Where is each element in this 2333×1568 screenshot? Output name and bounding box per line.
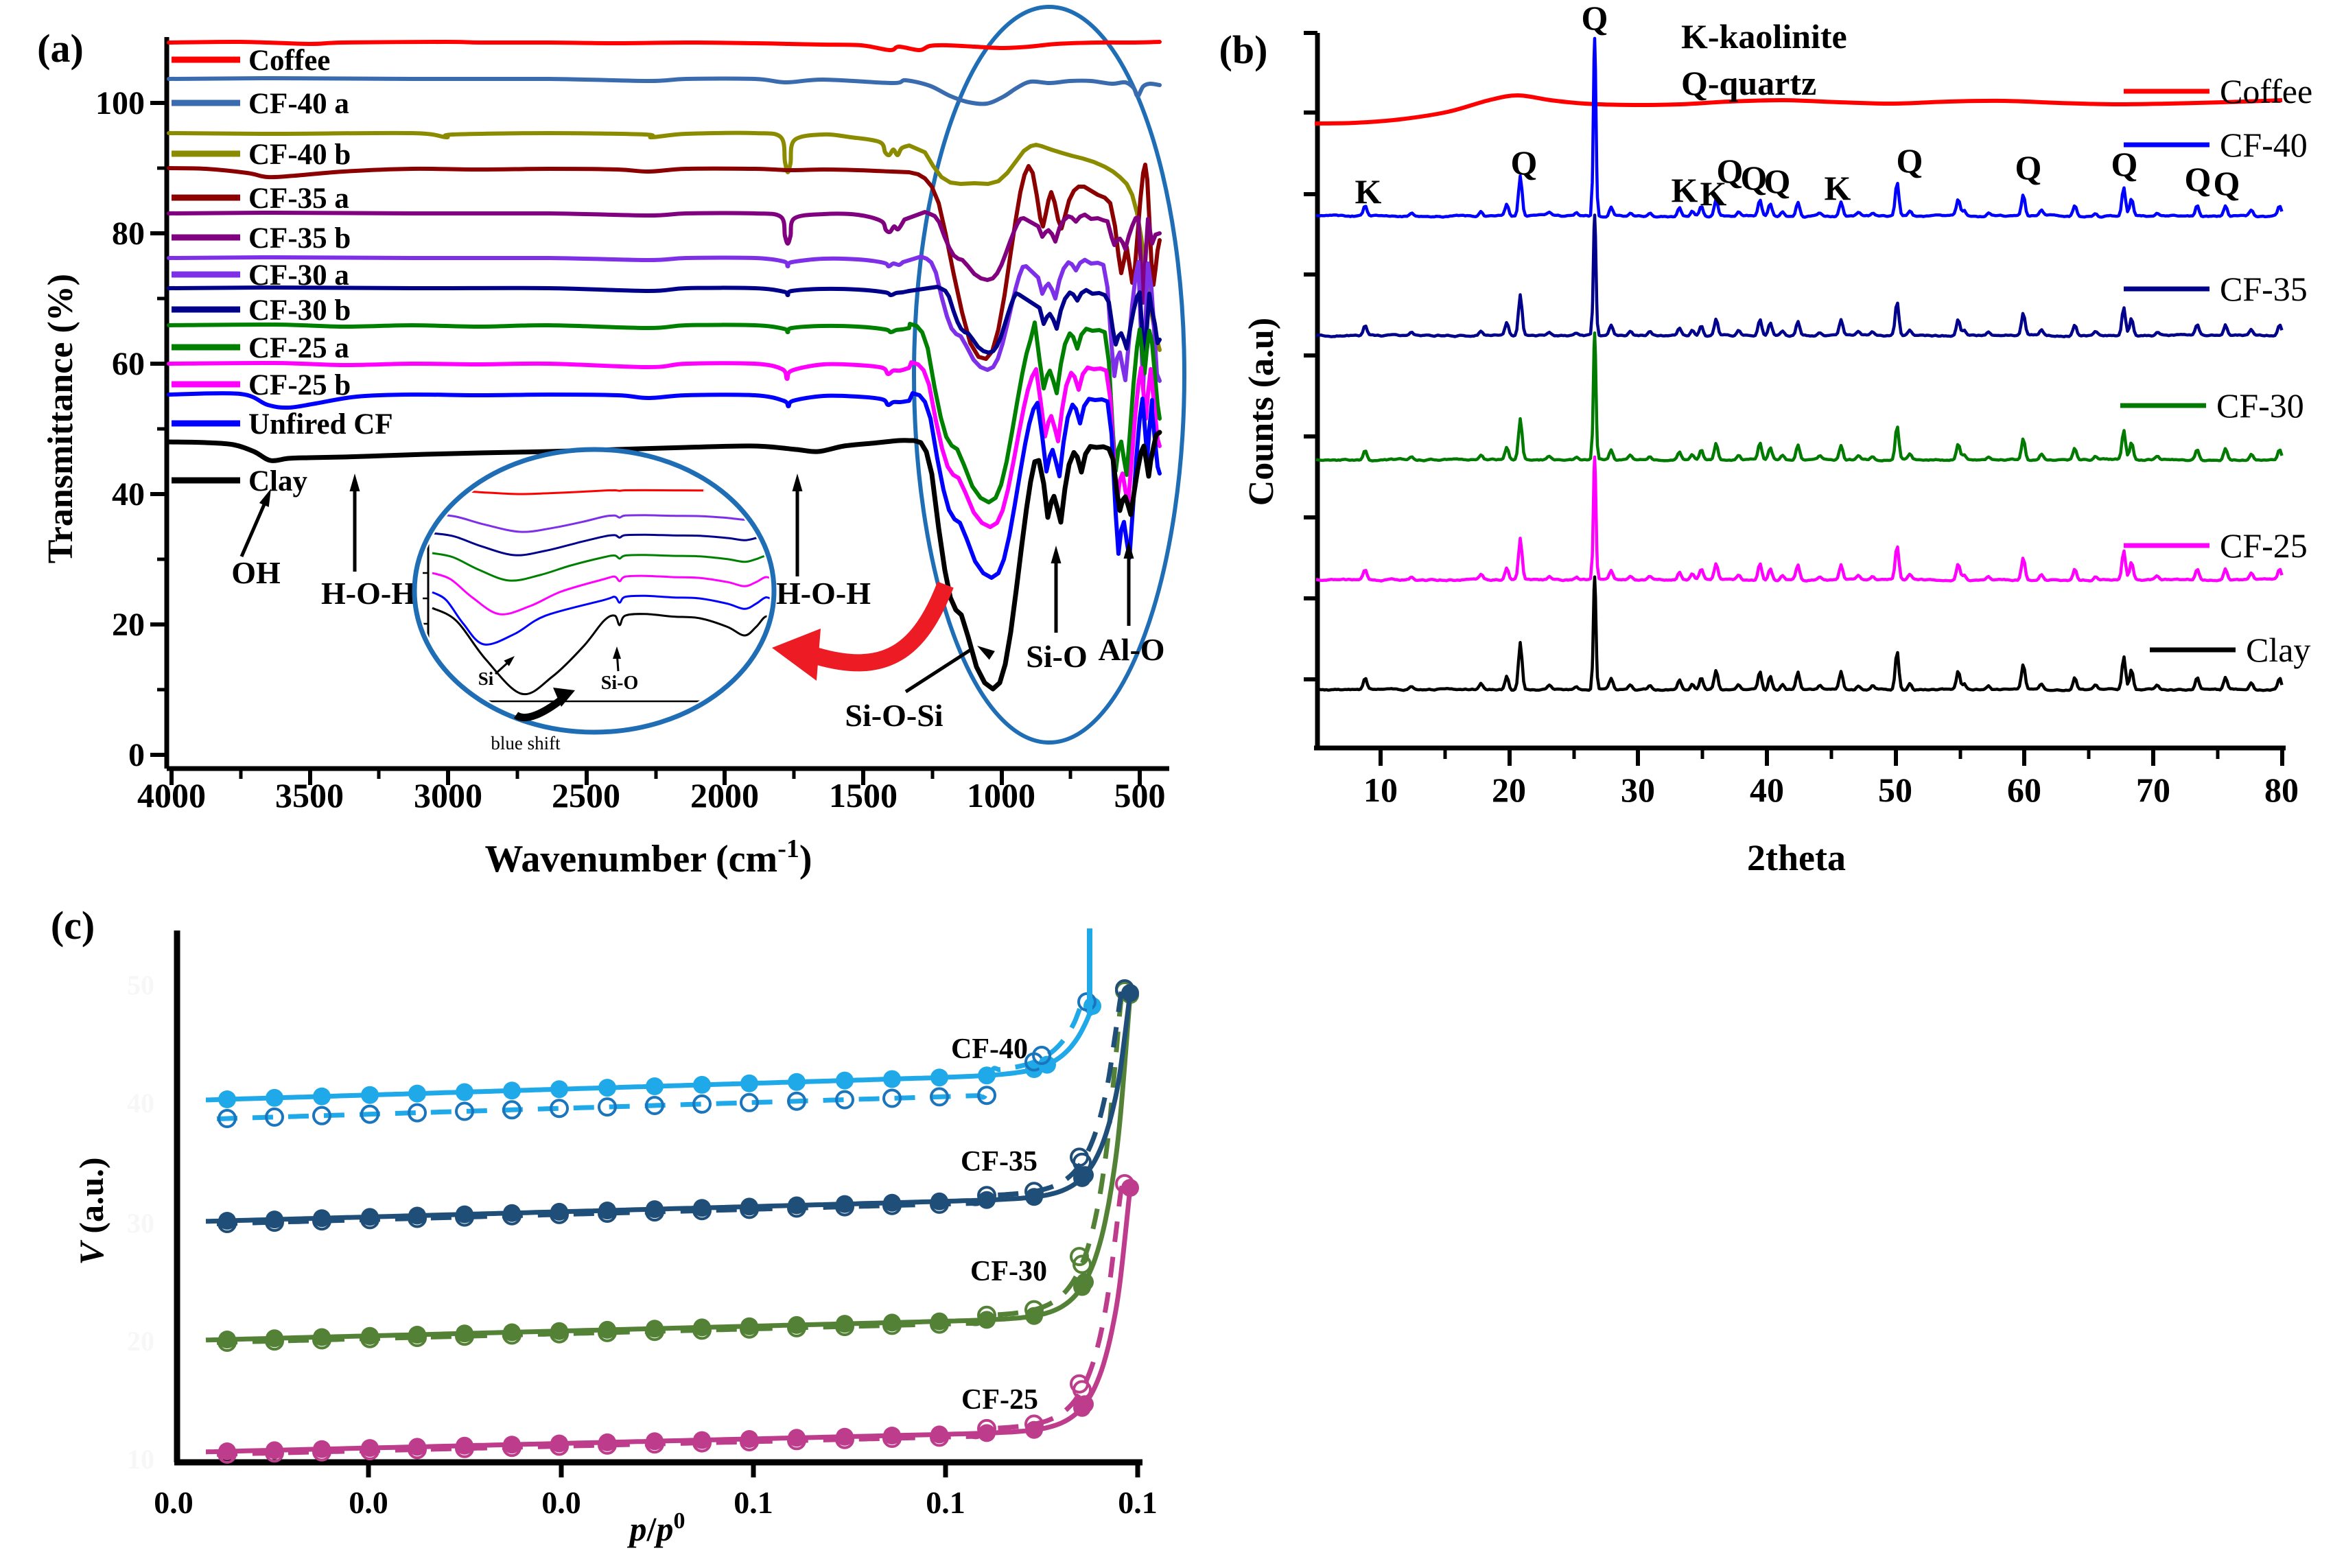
svg-text:Clay: Clay: [2246, 631, 2310, 669]
svg-text:50: 50: [127, 970, 154, 1001]
svg-text:Si-O: Si-O: [1026, 639, 1087, 674]
svg-text:500: 500: [1114, 776, 1166, 815]
svg-text:blue shift: blue shift: [491, 733, 561, 753]
svg-text:10: 10: [127, 1444, 154, 1475]
svg-text:100: 100: [95, 85, 145, 121]
svg-text:20: 20: [1492, 771, 1526, 809]
svg-text:30: 30: [1621, 771, 1655, 809]
svg-text:Q: Q: [1741, 159, 1768, 197]
svg-text:Q: Q: [2111, 145, 2138, 183]
svg-text:H-O-H: H-O-H: [321, 576, 416, 611]
svg-text:40: 40: [1750, 771, 1784, 809]
svg-text:40: 40: [112, 476, 145, 513]
svg-text:Coffee: Coffee: [248, 45, 330, 77]
svg-text:80: 80: [112, 215, 145, 252]
svg-text:CF-30: CF-30: [2216, 386, 2304, 425]
svg-text:50: 50: [1878, 771, 1912, 809]
svg-text:1000: 1000: [967, 776, 1035, 815]
svg-text:K: K: [1825, 169, 1851, 207]
svg-text:40: 40: [127, 1088, 154, 1119]
svg-text:70: 70: [2136, 771, 2170, 809]
svg-text:Q: Q: [1582, 0, 1608, 37]
svg-text:H-O-H: H-O-H: [776, 576, 871, 611]
svg-text:CF-25: CF-25: [961, 1384, 1038, 1416]
svg-text:Si-O-Si: Si-O-Si: [845, 698, 943, 733]
svg-text:Si: Si: [478, 668, 494, 689]
svg-text:3000: 3000: [414, 776, 482, 815]
svg-text:2theta: 2theta: [1747, 837, 1846, 878]
svg-text:4000: 4000: [137, 776, 206, 815]
svg-text:K: K: [1700, 174, 1727, 213]
svg-text:Q: Q: [1897, 141, 1923, 180]
svg-text:Q: Q: [1717, 152, 1744, 190]
svg-text:K: K: [1355, 172, 1382, 211]
svg-text:CF-25 a: CF-25 a: [248, 332, 349, 364]
svg-text:CF-25 b: CF-25 b: [248, 369, 351, 401]
svg-text:Si-O: Si-O: [601, 672, 638, 694]
svg-text:0.0: 0.0: [541, 1485, 581, 1520]
svg-text:Q: Q: [1511, 143, 1538, 182]
svg-text:(b): (b): [1219, 27, 1268, 72]
svg-text:80: 80: [2264, 771, 2299, 809]
svg-text:60: 60: [2007, 771, 2041, 809]
svg-text:CF-30: CF-30: [970, 1256, 1047, 1287]
svg-text:Q-quartz: Q-quartz: [1681, 64, 1816, 102]
svg-text:Wavenumber (cm-1): Wavenumber (cm-1): [484, 834, 812, 880]
svg-text:CF-35: CF-35: [961, 1146, 1037, 1178]
svg-text:CF-40 a: CF-40 a: [248, 88, 349, 120]
svg-text:CF-40 b: CF-40 b: [248, 139, 351, 171]
svg-text:CF-40: CF-40: [951, 1033, 1028, 1065]
svg-text:0.0: 0.0: [154, 1485, 194, 1520]
svg-text:1500: 1500: [829, 776, 898, 815]
svg-text:0.1: 0.1: [926, 1485, 965, 1520]
svg-text:CF-25: CF-25: [2220, 526, 2308, 565]
svg-text:2000: 2000: [690, 776, 759, 815]
svg-text:10: 10: [1363, 771, 1398, 809]
svg-text:Q: Q: [2185, 160, 2212, 198]
svg-text:20: 20: [127, 1326, 154, 1357]
svg-text:60: 60: [112, 346, 145, 382]
svg-text:(c): (c): [51, 903, 95, 948]
svg-text:0.1: 0.1: [734, 1485, 773, 1520]
svg-text:20: 20: [112, 607, 145, 643]
svg-text:2500: 2500: [552, 776, 620, 815]
svg-text:CF-35: CF-35: [2220, 270, 2308, 308]
svg-text:OH: OH: [231, 555, 281, 590]
svg-text:CF-35 a: CF-35 a: [248, 183, 349, 215]
svg-text:K: K: [1672, 171, 1698, 209]
svg-text:0.0: 0.0: [349, 1485, 388, 1520]
svg-text:Al-O: Al-O: [1098, 632, 1164, 667]
svg-text:V (a.u.): V (a.u.): [72, 1158, 110, 1265]
svg-text:CF-40: CF-40: [2220, 126, 2308, 164]
svg-text:Q: Q: [1764, 162, 1791, 200]
svg-text:3500: 3500: [275, 776, 344, 815]
svg-text:30: 30: [127, 1208, 154, 1239]
svg-text:CF-30 a: CF-30 a: [248, 259, 349, 292]
svg-text:Q: Q: [2214, 164, 2240, 202]
svg-text:K-kaolinite: K-kaolinite: [1681, 17, 1847, 56]
svg-text:Coffee: Coffee: [2220, 72, 2312, 110]
svg-text:0.1: 0.1: [1118, 1485, 1158, 1520]
svg-text:CF-30 b: CF-30 b: [248, 294, 351, 327]
svg-text:Q: Q: [2015, 148, 2042, 187]
svg-text:Counts (a.u): Counts (a.u): [1242, 318, 1281, 506]
svg-text:Unfired CF: Unfired CF: [248, 408, 393, 441]
svg-text:Clay: Clay: [248, 465, 308, 498]
svg-text:Transmittance (%): Transmittance (%): [41, 274, 80, 563]
svg-text:CF-35 b: CF-35 b: [248, 222, 351, 255]
svg-text:0: 0: [128, 737, 145, 773]
svg-text:(a): (a): [37, 26, 84, 71]
